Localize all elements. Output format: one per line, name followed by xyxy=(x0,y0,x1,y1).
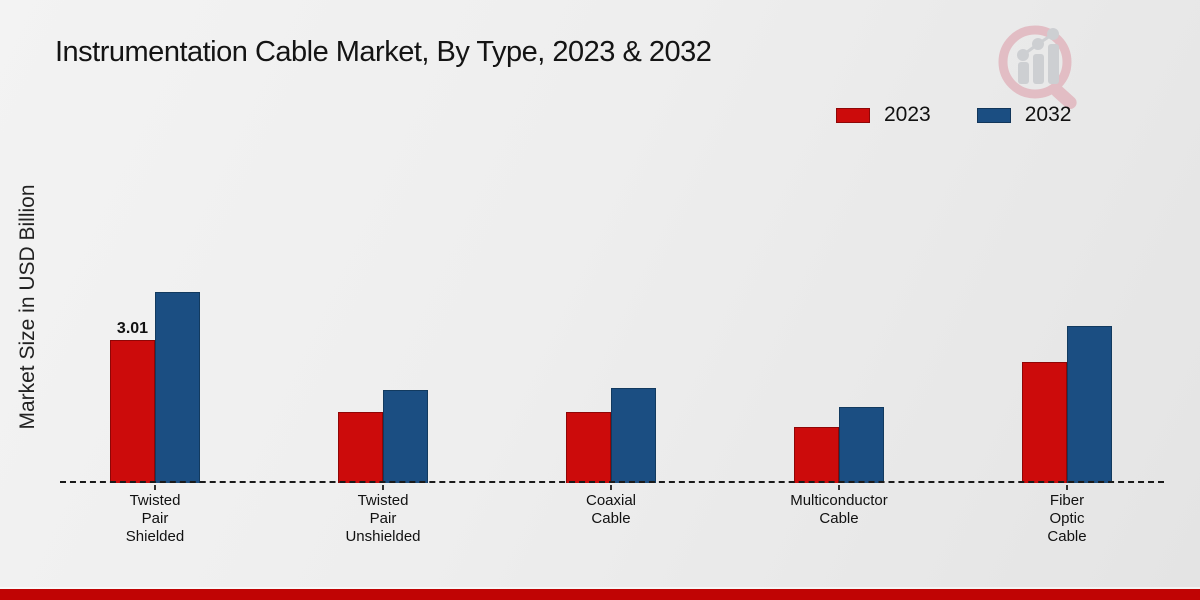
x-axis-category-label: Twisted Pair Unshielded xyxy=(345,492,421,545)
bar-slot xyxy=(794,250,839,483)
bar-2032-coaxial-cable xyxy=(611,388,656,483)
x-axis-tick xyxy=(610,485,612,490)
bar-2032-multiconductor-cable xyxy=(839,407,884,483)
chart-title: Instrumentation Cable Market, By Type, 2… xyxy=(55,36,712,68)
bar-slot xyxy=(383,250,428,483)
bar-slot xyxy=(338,250,383,483)
bar-2023-coaxial-cable xyxy=(566,411,611,483)
bar-slot xyxy=(611,250,656,483)
bar-group xyxy=(269,250,497,483)
y-axis-label: Market Size in USD Billion xyxy=(16,184,39,430)
bar-slot xyxy=(1022,250,1067,483)
x-axis-category: Twisted Pair Unshielded xyxy=(269,483,497,546)
plot-area: 3.01 xyxy=(41,250,1181,483)
bar-group xyxy=(953,250,1181,483)
bottom-accent-strip xyxy=(0,589,1200,600)
bar-slot xyxy=(839,250,884,483)
bar-2032-twisted-pair-unshielded xyxy=(383,389,428,483)
bottom-divider xyxy=(0,587,1200,589)
x-axis-category: Fiber Optic Cable xyxy=(953,483,1181,546)
bar-2023-fiber-optic-cable xyxy=(1022,361,1067,483)
legend: 2023 2032 xyxy=(836,103,1071,127)
bar-slot: 3.01 xyxy=(110,250,155,483)
bar-2032-twisted-pair-shielded xyxy=(155,292,200,483)
bar-slot xyxy=(155,250,200,483)
magnifier-bar-chart-logo-icon xyxy=(998,25,1077,110)
bar-group xyxy=(497,250,725,483)
x-axis-baseline xyxy=(60,481,1164,483)
x-axis-category-label: Twisted Pair Shielded xyxy=(125,492,185,545)
bar-slot xyxy=(1067,250,1112,483)
bar-2023-multiconductor-cable xyxy=(794,426,839,483)
x-axis-category-label: Coaxial Cable xyxy=(585,492,637,527)
x-axis-tick xyxy=(154,485,156,490)
x-axis-tick xyxy=(382,485,384,490)
x-axis-category: Multiconductor Cable xyxy=(725,483,953,546)
bar-value-label: 3.01 xyxy=(116,320,149,338)
bar-slot xyxy=(566,250,611,483)
bar-2032-fiber-optic-cable xyxy=(1067,325,1112,483)
x-axis-tick xyxy=(1066,485,1068,490)
bar-group xyxy=(725,250,953,483)
bar-2023-twisted-pair-unshielded xyxy=(338,411,383,483)
legend-swatch-2023 xyxy=(836,107,870,123)
bar-2023-twisted-pair-shielded xyxy=(110,340,155,483)
legend-swatch-2032 xyxy=(976,107,1011,123)
x-axis-category-label: Multiconductor Cable xyxy=(790,492,888,527)
legend-item-2032: 2032 xyxy=(976,103,1072,127)
x-axis-category-label: Fiber Optic Cable xyxy=(1047,492,1087,545)
legend-label-2023: 2023 xyxy=(884,103,931,126)
x-axis-tick xyxy=(838,485,840,490)
x-axis-labels: Twisted Pair Shielded Twisted Pair Unshielded… xyxy=(41,483,1181,546)
x-axis-category: Twisted Pair Shielded xyxy=(41,483,269,546)
legend-label-2032: 2032 xyxy=(1024,103,1072,126)
legend-item-2023: 2023 xyxy=(836,103,931,127)
x-axis-category: Coaxial Cable xyxy=(497,483,725,546)
bar-group: 3.01 xyxy=(41,250,269,483)
